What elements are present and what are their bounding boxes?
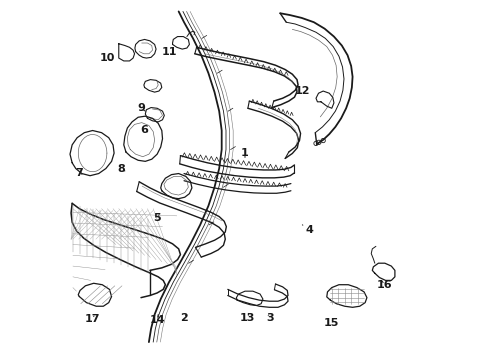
- Text: 15: 15: [323, 318, 339, 328]
- Text: 14: 14: [149, 315, 165, 325]
- Text: 12: 12: [294, 86, 310, 96]
- Text: 4: 4: [302, 225, 314, 235]
- Text: 9: 9: [137, 103, 146, 113]
- Text: 3: 3: [266, 313, 274, 323]
- Text: 1: 1: [241, 148, 249, 158]
- Text: 8: 8: [118, 164, 125, 174]
- Text: 7: 7: [75, 168, 83, 178]
- Text: 2: 2: [180, 313, 188, 323]
- Text: 6: 6: [141, 125, 148, 135]
- Text: 13: 13: [240, 313, 256, 323]
- Text: 10: 10: [99, 53, 115, 63]
- Text: 11: 11: [161, 46, 177, 57]
- Text: 17: 17: [85, 314, 100, 324]
- Text: 5: 5: [153, 213, 161, 222]
- Text: 16: 16: [377, 280, 392, 290]
